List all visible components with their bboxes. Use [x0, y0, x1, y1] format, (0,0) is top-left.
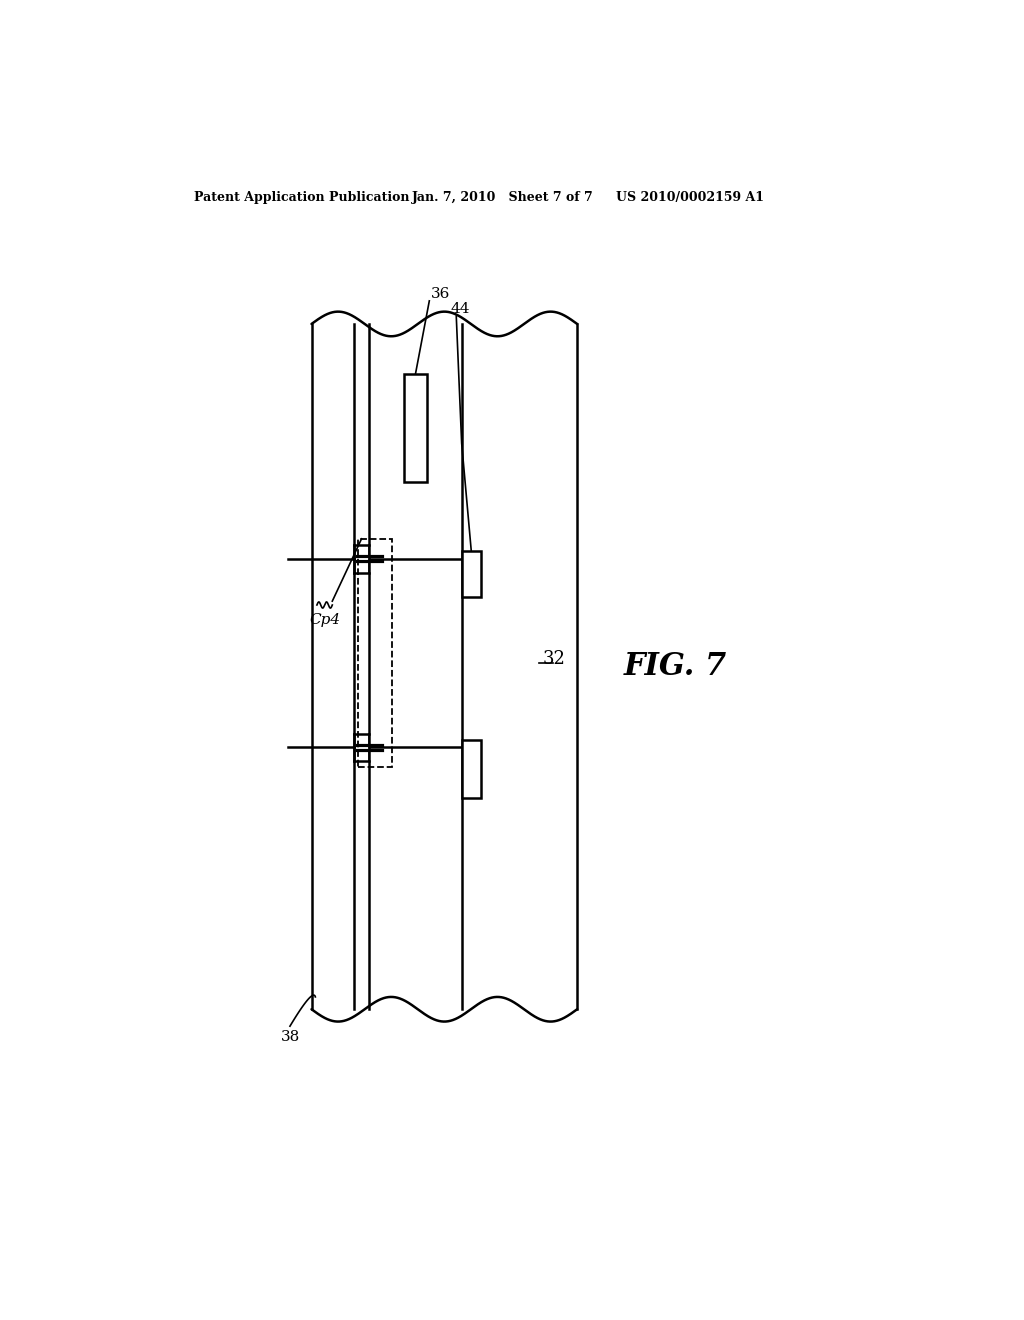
Text: 32: 32 — [543, 649, 565, 668]
Text: Patent Application Publication: Patent Application Publication — [195, 191, 410, 203]
Text: 36: 36 — [431, 286, 451, 301]
Text: Cp4: Cp4 — [309, 614, 340, 627]
Bar — [403, 374, 427, 482]
Bar — [462, 739, 481, 797]
Text: 38: 38 — [281, 1030, 300, 1044]
Bar — [462, 552, 481, 598]
Text: US 2010/0002159 A1: US 2010/0002159 A1 — [615, 191, 764, 203]
Bar — [357, 539, 392, 767]
Text: Jan. 7, 2010   Sheet 7 of 7: Jan. 7, 2010 Sheet 7 of 7 — [412, 191, 593, 203]
Text: 44: 44 — [451, 302, 470, 317]
Text: FIG. 7: FIG. 7 — [624, 651, 727, 682]
